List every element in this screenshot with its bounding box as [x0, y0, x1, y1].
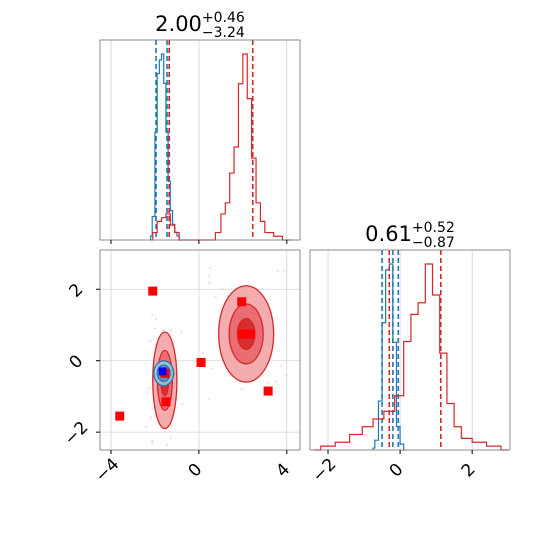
- sample-dot: [149, 416, 152, 419]
- histogram-red: [150, 53, 292, 241]
- y-tick-label: −2: [61, 418, 93, 450]
- y-tick-label: 0: [66, 351, 88, 373]
- title-plus: +0.52: [412, 220, 455, 236]
- red-marker: [148, 286, 158, 296]
- sample-dot: [153, 327, 156, 330]
- sample-dot: [169, 436, 172, 439]
- title-minus: −3.24: [202, 25, 245, 41]
- red-marker: [263, 386, 273, 396]
- sample-dot: [240, 388, 243, 391]
- x-tick-label: 4: [272, 460, 294, 482]
- histogram-red: [313, 263, 509, 451]
- y-tick-label: 2: [66, 280, 88, 302]
- sample-dot: [208, 275, 211, 278]
- sample-dot: [181, 402, 184, 405]
- axes-frame: [309, 249, 511, 451]
- x-tick-label: 0: [184, 460, 206, 482]
- sample-dot: [170, 425, 173, 428]
- title-plus: +0.46: [202, 10, 245, 26]
- sample-dot: [170, 329, 173, 332]
- sample-dot: [209, 266, 212, 269]
- red-marker: [161, 397, 171, 407]
- sample-dot: [208, 397, 211, 400]
- sample-dot: [154, 317, 157, 320]
- sample-dot: [275, 380, 278, 383]
- x-tick-label: −2: [309, 455, 341, 487]
- sample-dot: [276, 269, 279, 272]
- red-marker: [238, 329, 248, 339]
- sample-dot: [149, 339, 152, 342]
- sample-dot: [211, 367, 214, 370]
- sample-dot: [151, 441, 154, 444]
- sample-dot: [180, 330, 183, 333]
- sample-dot: [279, 364, 282, 367]
- sample-dot: [208, 281, 211, 284]
- sample-dot: [165, 443, 168, 446]
- blue-marker: [158, 367, 167, 376]
- red-marker: [237, 297, 247, 307]
- x-tick-label: 0: [386, 460, 408, 482]
- sample-dot: [266, 382, 269, 385]
- sample-dot: [145, 426, 148, 429]
- title-value: 2.00: [155, 12, 202, 36]
- sample-dot: [151, 440, 154, 443]
- x-tick-label: −4: [92, 455, 124, 487]
- sample-dot: [221, 288, 224, 291]
- sample-dot: [201, 351, 204, 354]
- sample-dot: [283, 269, 286, 272]
- red-marker: [246, 329, 256, 339]
- red-marker: [115, 411, 125, 421]
- histogram-blue: [149, 53, 181, 241]
- x-tick-label: 2: [458, 460, 480, 482]
- sample-dot: [149, 386, 152, 389]
- panel-title: 2.00+0.46: [155, 10, 245, 36]
- sample-dot: [285, 374, 288, 377]
- title-value: 0.61: [365, 222, 412, 246]
- sample-dot: [226, 294, 229, 297]
- axes-frame: [99, 249, 301, 451]
- sample-dot: [146, 391, 149, 394]
- red-marker: [196, 358, 206, 367]
- sample-dot: [151, 313, 154, 316]
- sample-dot: [214, 296, 217, 299]
- title-minus: −0.87: [412, 235, 455, 251]
- panel-title: 0.61+0.52: [365, 220, 455, 246]
- sample-dot: [162, 329, 165, 332]
- axes-frame: [99, 39, 301, 241]
